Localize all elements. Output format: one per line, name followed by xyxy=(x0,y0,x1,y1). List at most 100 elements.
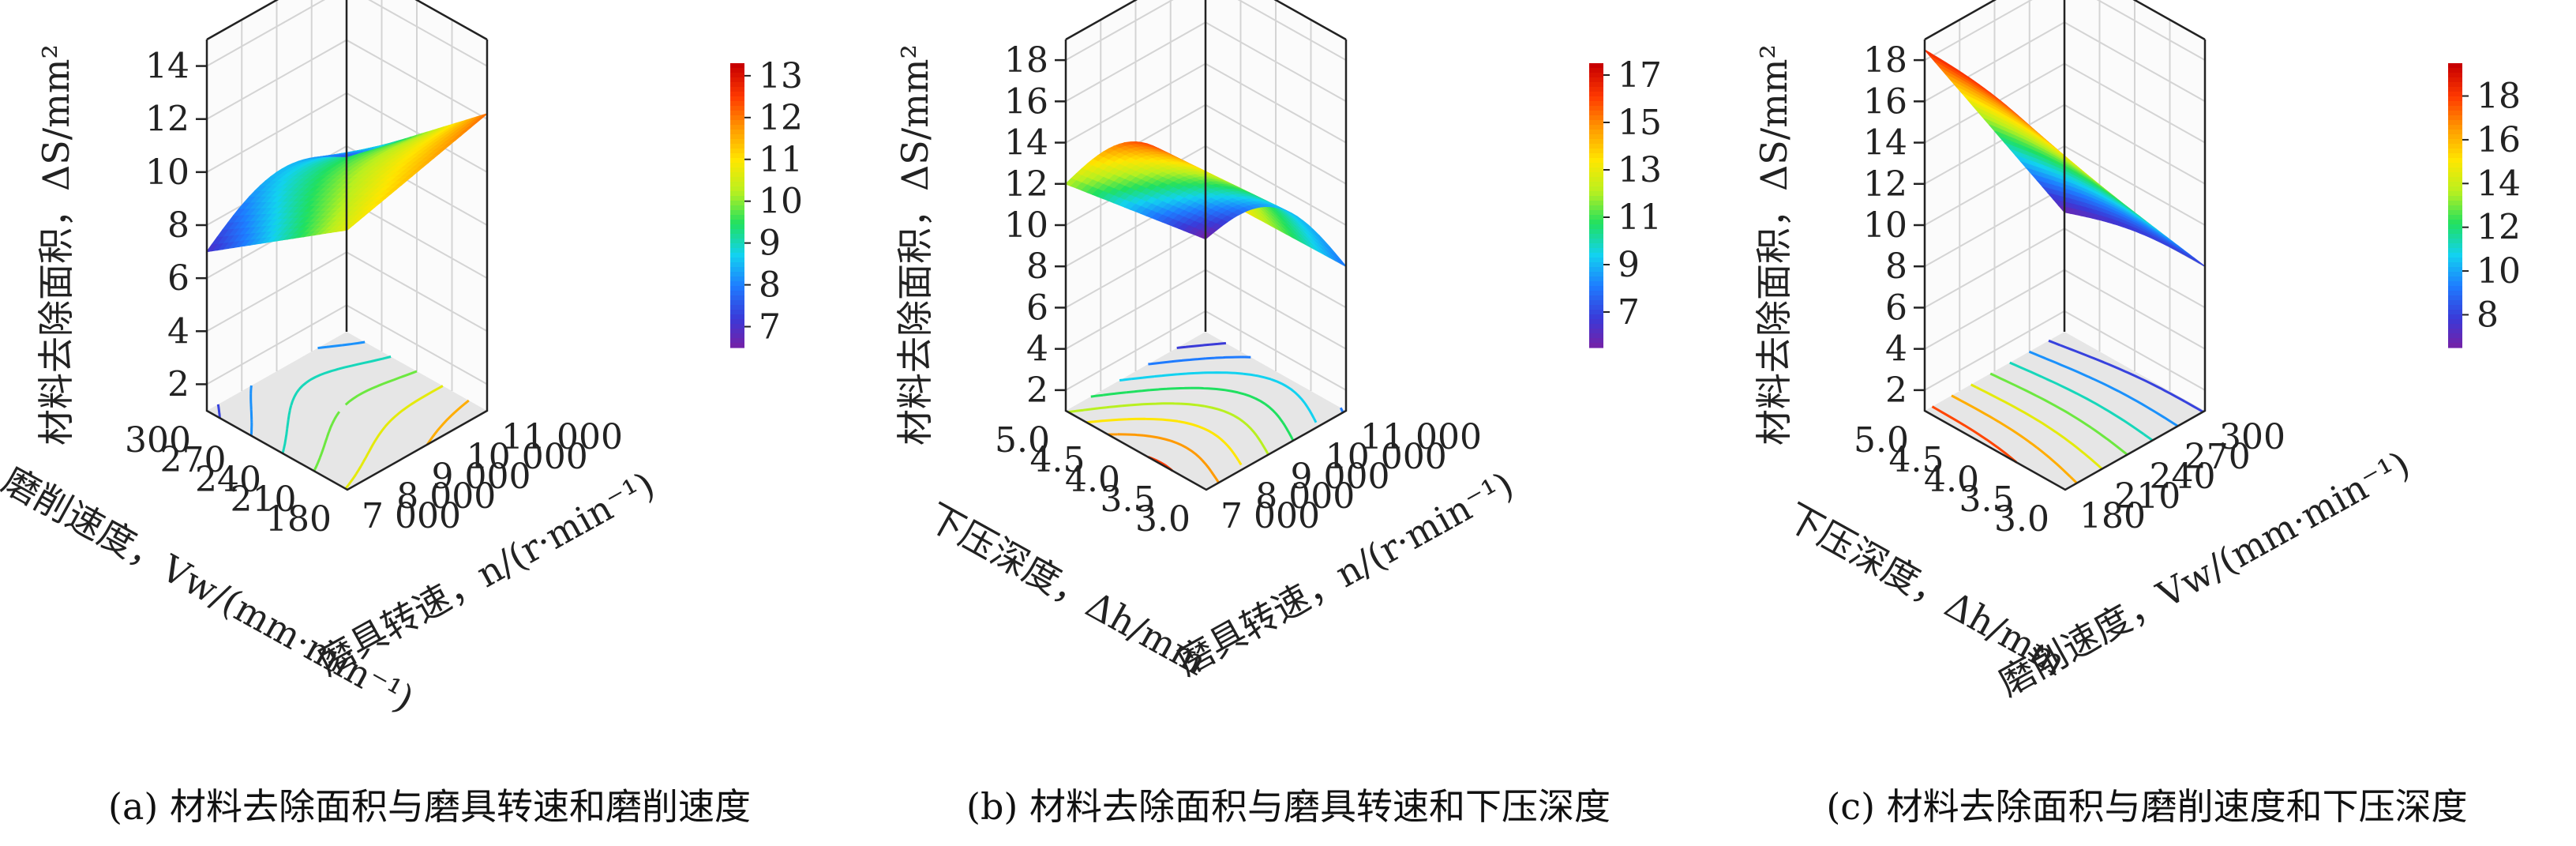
frame-front xyxy=(205,39,489,491)
colorbar-segment xyxy=(730,324,744,329)
colorbar-segment xyxy=(730,329,744,334)
colorbar-segment xyxy=(1589,295,1603,301)
colorbar-segment xyxy=(1589,68,1603,73)
colorbar-segment xyxy=(2448,295,2462,301)
colorbar-segment xyxy=(1589,134,1603,140)
z-tick-label: 14 xyxy=(1863,123,1907,164)
colorbar-segment xyxy=(1589,220,1603,225)
colorbar-segment xyxy=(1589,253,1603,258)
colorbar-segment xyxy=(1589,115,1603,121)
x-tick-label: 4.5 xyxy=(1889,440,1944,480)
colorbar-segment xyxy=(1589,82,1603,88)
colorbar-segment xyxy=(2448,300,2462,306)
z-axis-label: 材料去除面积，ΔS/mm² xyxy=(35,44,77,446)
colorbar-segment xyxy=(1589,158,1603,164)
colorbar-segment xyxy=(2448,329,2462,334)
colorbar-segment xyxy=(2448,253,2462,258)
colorbar-segment xyxy=(2448,68,2462,73)
colorbar-segment xyxy=(730,77,744,83)
z-tick-label: 18 xyxy=(1004,40,1048,81)
y-tick-label: 7 000 xyxy=(362,496,461,536)
z-tick-label: 4 xyxy=(167,311,189,352)
colorbar-segment xyxy=(730,234,744,239)
colorbar xyxy=(2448,63,2462,348)
colorbar-segment xyxy=(730,177,744,182)
z-tick-label: 6 xyxy=(167,258,189,299)
y-tick-label: 300 xyxy=(2219,417,2285,457)
colorbar-segment xyxy=(1589,120,1603,126)
y-tick-label: 11 000 xyxy=(501,417,623,457)
colorbar-segment xyxy=(2448,125,2462,130)
colorbar-segment xyxy=(1589,144,1603,149)
colorbar-segment xyxy=(730,253,744,258)
contour-line xyxy=(216,404,221,419)
colorbar-segment xyxy=(2448,196,2462,201)
x-tick-label: 5.0 xyxy=(995,420,1050,461)
colorbar-segment xyxy=(1589,111,1603,116)
contour-line xyxy=(1970,383,2103,470)
z-tick-label: 8 xyxy=(167,205,189,246)
colorbar-segment xyxy=(1589,196,1603,201)
colorbar-segment xyxy=(1589,139,1603,145)
colorbar-segment xyxy=(1589,201,1603,206)
colorbar-segment xyxy=(1589,63,1603,69)
colorbar-segment xyxy=(2448,87,2462,92)
z-tick-label: 4 xyxy=(1026,329,1048,370)
colorbar-tick-label: 8 xyxy=(2477,295,2499,335)
chart-panel-a: 2 4 6 8 10 12 14 300 270 240 210 180 7 000 8 000 9 000… xyxy=(0,0,859,846)
colorbar-segment xyxy=(730,87,744,92)
colorbar-tick-label: 15 xyxy=(1618,103,1662,143)
colorbar-segment xyxy=(1589,163,1603,168)
y-tick-label: 10 000 xyxy=(1325,437,1447,477)
colorbar-segment xyxy=(730,196,744,201)
colorbar-segment xyxy=(730,262,744,268)
colorbar-segment xyxy=(2448,258,2462,263)
colorbar-segment xyxy=(1589,125,1603,130)
colorbar-segment xyxy=(1589,333,1603,339)
x-tick-label: 240 xyxy=(195,460,261,500)
colorbar-segment xyxy=(2448,167,2462,173)
colorbar-segment xyxy=(1589,305,1603,310)
colorbar-segment xyxy=(730,201,744,206)
colorbar-segment xyxy=(730,319,744,325)
colorbar-segment xyxy=(1589,182,1603,187)
colorbar-segment xyxy=(1589,324,1603,329)
z-tick-label: 14 xyxy=(145,47,189,87)
colorbar-segment xyxy=(730,149,744,154)
frame-top xyxy=(1065,0,1347,41)
z-tick-label: 10 xyxy=(145,152,189,193)
x-tick-label: 3.5 xyxy=(1959,479,2015,520)
contour-line xyxy=(1108,433,1220,483)
colorbar-segment xyxy=(1589,300,1603,306)
colorbar-segment xyxy=(1589,234,1603,239)
colorbar-segment xyxy=(730,248,744,254)
colorbar-segment xyxy=(730,153,744,159)
x-tick-label: 3.0 xyxy=(1994,499,2049,540)
z-tick-label: 2 xyxy=(1885,370,1907,411)
colorbar-segment xyxy=(2448,82,2462,88)
z-tick-label: 18 xyxy=(1863,40,1907,81)
y-tick-label: 240 xyxy=(2150,457,2216,497)
contour-line xyxy=(1931,405,2018,464)
colorbar-segment xyxy=(1589,215,1603,220)
colorbar-segment xyxy=(1589,186,1603,192)
colorbar-segment xyxy=(1589,281,1603,287)
colorbar-segment xyxy=(1589,258,1603,263)
colorbar-segment xyxy=(730,272,744,277)
colorbar-segment xyxy=(730,96,744,102)
colorbar-segment xyxy=(730,101,744,107)
colorbar-segment xyxy=(2448,144,2462,149)
chart-b-caption: (b) 材料去除面积与磨具转速和下压深度 xyxy=(966,785,1610,828)
colorbar-segment xyxy=(1589,73,1603,78)
colorbar-segment xyxy=(2448,120,2462,126)
colorbar xyxy=(1589,63,1603,348)
x-tick-label: 300 xyxy=(125,420,191,461)
colorbar-segment xyxy=(2448,210,2462,216)
colorbar-segment xyxy=(730,172,744,178)
colorbar-tick-label: 7 xyxy=(759,307,781,348)
colorbar-segment xyxy=(2448,101,2462,107)
frame-front xyxy=(1064,39,1348,491)
colorbar-tick-label: 11 xyxy=(759,140,803,180)
